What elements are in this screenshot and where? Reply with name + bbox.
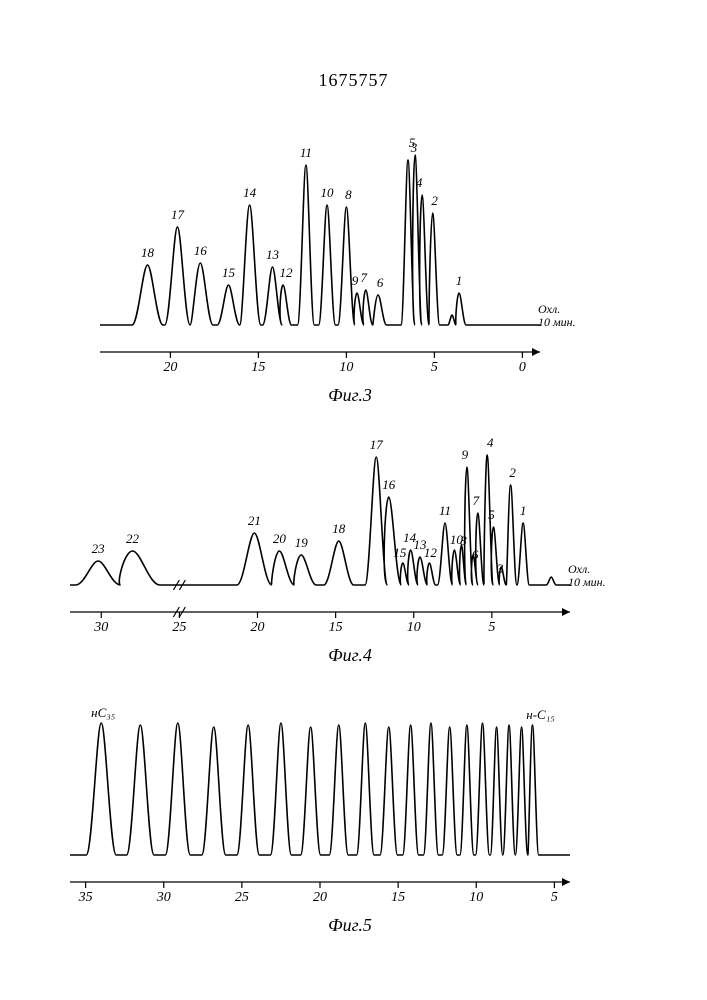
axis-tick-label: 15: [391, 890, 405, 906]
peak-label-15: 15: [393, 545, 406, 561]
peak-label-9: 9: [462, 447, 469, 463]
peak-label-18: 18: [141, 245, 154, 261]
peak-label-1: 1: [520, 503, 527, 519]
peak-label-13: 13: [266, 247, 279, 263]
peak-label-10: 10: [450, 532, 463, 548]
fig3-plot: 05101520124536798101112131415161718Охл.1…: [100, 150, 600, 385]
axis-tick-label: 20: [251, 620, 265, 636]
peak-label-14: 14: [403, 530, 416, 546]
fig3-label: Фиг.3: [100, 385, 600, 406]
axis-tick-label: 15: [251, 360, 265, 376]
axis-tick-label: 10: [469, 890, 483, 906]
doc-number: 1675757: [0, 70, 707, 91]
figure-4: 5101520253012354769810111213141516171819…: [70, 440, 630, 666]
peak-label-7: 7: [361, 270, 368, 286]
figure-3: 05101520124536798101112131415161718Охл.1…: [100, 150, 600, 406]
peak-label-8: 8: [345, 187, 352, 203]
fig5-plot: 5101520253035нC₃₅н-C₁₅: [70, 710, 630, 915]
peak-label-4: 4: [487, 435, 494, 451]
axis-tick-label: 5: [551, 890, 558, 906]
figure-5: 5101520253035нC₃₅н-C₁₅ Фиг.5: [70, 710, 630, 936]
peak-label-10: 10: [321, 185, 334, 201]
peak-label-17: 17: [171, 207, 184, 223]
peak-label-12: 12: [280, 265, 293, 281]
axis-tick-label: 20: [163, 360, 177, 376]
axis-tick-label: 35: [79, 890, 93, 906]
axis-tick-label: 10: [407, 620, 421, 636]
axis-tick-label: 5: [488, 620, 495, 636]
peak-label-3: 3: [497, 561, 504, 577]
axis-tick-label: 15: [329, 620, 343, 636]
page: 1675757 05101520124536798101112131415161…: [0, 0, 707, 1000]
peak-label-19: 19: [295, 535, 308, 551]
peak-label-2: 2: [431, 193, 438, 209]
right-endpoint-label: н-C₁₅: [526, 707, 555, 723]
axis-tick-label: 25: [172, 620, 186, 636]
peak-label-5: 5: [488, 507, 495, 523]
peak-label-2: 2: [509, 465, 516, 481]
peak-label-4: 4: [416, 175, 423, 191]
fig4-label: Фиг.4: [70, 645, 630, 666]
peak-label-22: 22: [126, 531, 139, 547]
axis-tick-label: 10: [339, 360, 353, 376]
axis-tick-label: 5: [431, 360, 438, 376]
peak-label-15: 15: [222, 265, 235, 281]
peak-label-6: 6: [377, 275, 384, 291]
peak-label-9: 9: [352, 273, 359, 289]
peak-label-23: 23: [92, 541, 105, 557]
peak-label-6: 6: [472, 547, 479, 563]
peak-label-16: 16: [382, 477, 395, 493]
peak-label-1: 1: [456, 273, 463, 289]
fig5-label: Фиг.5: [70, 915, 630, 936]
peak-label-11: 11: [300, 145, 312, 161]
axis-tick-label: 30: [94, 620, 108, 636]
left-endpoint-label: нC₃₅: [91, 705, 115, 721]
peak-label-21: 21: [248, 513, 261, 529]
cooldown-note: Охл.10 мин.: [568, 563, 606, 589]
axis-tick-label: 0: [519, 360, 526, 376]
fig4-plot: 5101520253012354769810111213141516171819…: [70, 440, 630, 645]
peak-label-14: 14: [243, 185, 256, 201]
peak-label-18: 18: [332, 521, 345, 537]
cooldown-note: Охл.10 мин.: [538, 303, 576, 329]
axis-tick-label: 20: [313, 890, 327, 906]
peak-label-16: 16: [194, 243, 207, 259]
axis-tick-label: 25: [235, 890, 249, 906]
peak-label-7: 7: [473, 493, 480, 509]
axis-tick-label: 30: [157, 890, 171, 906]
peak-label-17: 17: [370, 437, 383, 453]
peak-label-11: 11: [439, 503, 451, 519]
peak-label-20: 20: [273, 531, 286, 547]
peak-label-3: 3: [411, 140, 418, 156]
